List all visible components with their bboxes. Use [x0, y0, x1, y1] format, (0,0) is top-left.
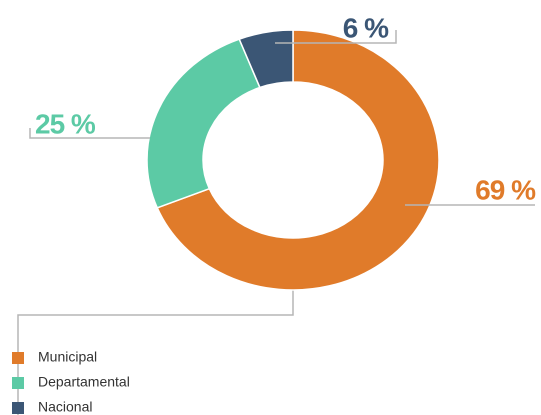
legend-swatch — [12, 377, 24, 389]
donut-slice — [156, 29, 440, 291]
legend-label: Municipal — [38, 349, 97, 365]
legend-swatch — [12, 352, 24, 364]
legend-connector — [17, 290, 294, 415]
leader-line — [29, 128, 150, 139]
donut-slice — [238, 29, 294, 89]
value-label: 69 % — [475, 174, 536, 205]
legend-label: Nacional — [38, 399, 92, 415]
leader-line — [275, 30, 397, 44]
value-label: 6 % — [343, 12, 389, 43]
legend-label: Departamental — [38, 374, 130, 390]
donut-slice — [146, 38, 261, 209]
legend-swatch — [12, 402, 24, 414]
value-label: 25 % — [35, 108, 96, 139]
